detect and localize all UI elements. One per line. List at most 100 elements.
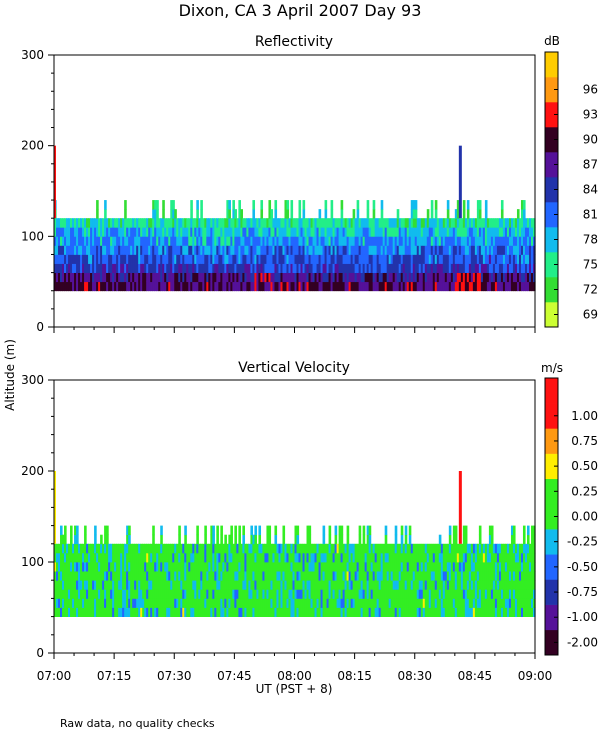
reflectivity-cell	[434, 263, 438, 273]
velocity-cell	[140, 552, 143, 563]
velocity-cell	[364, 552, 368, 563]
reflectivity-cell	[332, 281, 336, 292]
velocity-cell	[212, 589, 215, 599]
velocity-cell	[428, 562, 432, 572]
reflectivity-cell	[272, 281, 276, 292]
velocity-cell	[384, 571, 388, 581]
reflectivity-cell	[160, 245, 163, 255]
reflectivity-cell	[312, 281, 316, 292]
velocity-cell	[414, 607, 418, 617]
reflectivity-cell	[452, 236, 456, 246]
reflectivity-cell	[472, 254, 476, 264]
reflectivity-cell	[212, 245, 215, 255]
velocity-cell	[428, 571, 432, 581]
reflectivity-cell	[458, 227, 462, 237]
reflectivity-cell	[154, 263, 157, 273]
velocity-cell	[216, 534, 219, 545]
reflectivity-cell	[414, 245, 418, 255]
reflectivity-cell	[260, 236, 264, 246]
reflectivity-cell	[450, 218, 454, 228]
reflectivity-cell	[302, 263, 306, 273]
velocity-cell	[298, 589, 302, 599]
reflectivity-cell	[232, 200, 235, 210]
velocity-cell	[470, 552, 474, 563]
velocity-cell	[98, 580, 101, 590]
reflectivity-cell	[494, 236, 498, 246]
velocity-cell	[238, 552, 241, 563]
velocity-cell	[186, 607, 189, 617]
velocity-cell	[394, 543, 398, 554]
reflectivity-cell	[70, 245, 73, 255]
reflectivity-cell	[378, 254, 382, 264]
reflectivity-cell	[476, 209, 480, 219]
velocity-cell	[366, 552, 370, 563]
reflectivity-cell	[504, 245, 508, 255]
reflectivity-cell	[152, 200, 155, 210]
reflectivity-cell	[250, 281, 254, 292]
reflectivity-cell	[362, 272, 366, 283]
velocity-cell	[190, 543, 193, 554]
velocity-cell	[332, 589, 336, 599]
reflectivity-cell	[364, 254, 368, 264]
velocity-cell	[246, 552, 249, 563]
reflectivity-cell	[96, 263, 99, 273]
velocity-cell	[198, 543, 201, 554]
reflectivity-cell	[244, 236, 247, 246]
reflectivity-cell	[98, 254, 101, 264]
velocity-cell	[120, 607, 123, 617]
velocity-cell	[118, 589, 121, 599]
reflectivity-cell	[484, 281, 488, 292]
reflectivity-cell	[372, 227, 376, 237]
velocity-cell	[158, 607, 161, 617]
velocity-cell	[218, 562, 221, 572]
velocity-cell	[270, 543, 274, 554]
velocity-cell	[452, 571, 456, 581]
velocity-cell	[306, 543, 310, 554]
velocity-cell	[360, 552, 364, 563]
reflectivity-cell	[528, 263, 532, 273]
velocity-cell	[444, 589, 448, 599]
velocity-cell	[258, 589, 262, 599]
velocity-cell	[372, 580, 376, 590]
velocity-cell	[184, 589, 187, 599]
reflectivity-cell	[234, 236, 237, 246]
velocity-cell	[204, 543, 207, 554]
reflectivity-cell	[180, 254, 183, 264]
x-tick-label: 07:15	[97, 669, 132, 683]
reflectivity-cell	[290, 209, 294, 219]
velocity-cell	[308, 598, 312, 608]
velocity-cell	[206, 580, 209, 590]
reflectivity-cell	[104, 209, 107, 219]
reflectivity-cell	[118, 218, 121, 228]
reflectivity-cell	[496, 227, 500, 237]
reflectivity-cell	[478, 254, 482, 264]
reflectivity-cell	[146, 227, 149, 237]
velocity-cell	[336, 571, 340, 581]
reflectivity-cell	[112, 281, 115, 292]
velocity-cell	[282, 543, 286, 554]
reflectivity-cell	[498, 218, 502, 228]
reflectivity-cell	[448, 272, 452, 283]
reflectivity-cell	[368, 281, 372, 292]
velocity-cell	[348, 552, 352, 563]
reflectivity-cell	[520, 227, 524, 237]
velocity-cell	[156, 589, 159, 599]
reflectivity-cell	[148, 263, 151, 273]
velocity-cell	[64, 525, 67, 536]
reflectivity-cell	[120, 254, 123, 264]
velocity-cell	[222, 571, 225, 581]
velocity-cell	[186, 580, 189, 590]
velocity-cell	[94, 525, 97, 536]
velocity-cell	[196, 562, 199, 572]
velocity-cell	[60, 534, 63, 545]
velocity-cell	[80, 598, 83, 608]
reflectivity-cell	[230, 245, 233, 255]
reflectivity-cell	[228, 236, 231, 246]
reflectivity-cell	[214, 263, 217, 273]
reflectivity-cell	[86, 245, 89, 255]
velocity-cell	[316, 543, 320, 554]
velocity-cell	[502, 552, 506, 563]
reflectivity-cell	[318, 272, 322, 283]
velocity-cell	[468, 607, 472, 617]
velocity-cell	[408, 562, 412, 572]
